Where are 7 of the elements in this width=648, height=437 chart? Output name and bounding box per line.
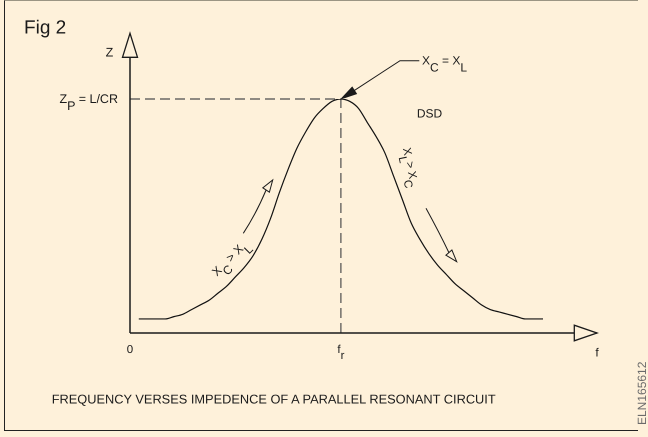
annotation: DSD <box>416 106 442 120</box>
text: ELN165612 <box>635 361 648 425</box>
x-axis-title: f <box>595 345 600 360</box>
text: FREQUENCY VERSES IMPEDENCE OF A PARALLEL RESONANT CIRCUIT <box>52 391 496 406</box>
x-tick-label: 0 <box>126 344 134 356</box>
chart-title: Fig 2 <box>24 17 66 38</box>
y-axis-title: Z <box>106 46 114 60</box>
